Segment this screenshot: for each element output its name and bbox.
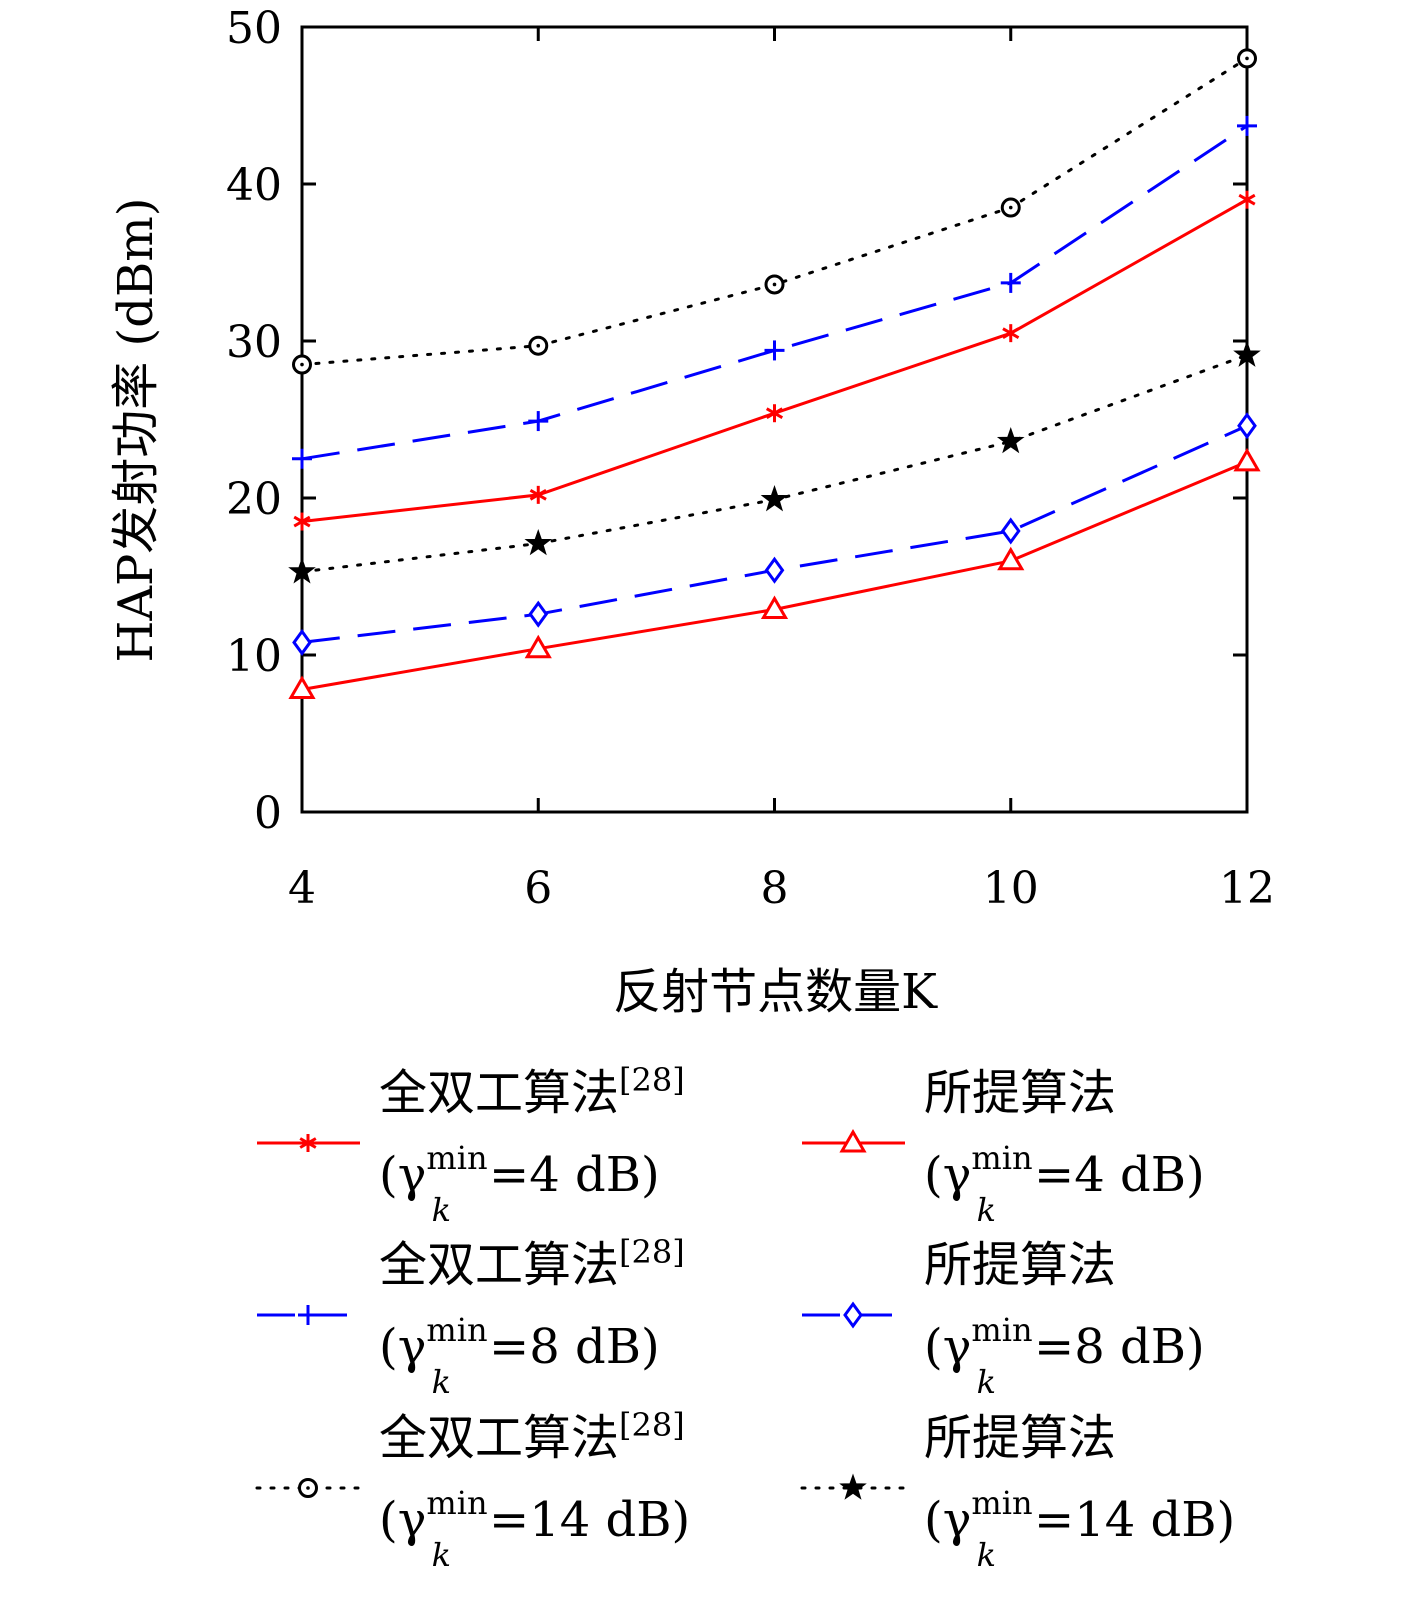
data-point — [760, 485, 789, 512]
data-point — [1238, 190, 1256, 209]
legend-label-main: 所提算法 — [924, 1237, 1116, 1293]
legend-label-condition: (γmin k=14 dB) — [379, 1484, 690, 1574]
series-1 — [288, 447, 1261, 700]
data-point — [996, 426, 1025, 454]
legend-label-main: 全双工算法[28] — [379, 1406, 685, 1466]
legend-label-condition: (γmin k=8 dB) — [924, 1311, 1205, 1401]
series-line — [300, 353, 1249, 574]
legend-label-condition: (γmin k=4 dB) — [924, 1139, 1205, 1229]
legend-marker — [298, 1305, 318, 1325]
data-point — [524, 529, 553, 556]
plot-area: 0 10 20 30 40 50 4 6 8 10 12 — [226, 3, 1275, 914]
data-point — [528, 411, 549, 432]
legend-entry: 全双工算法[28] (γmin k=8 dB) — [257, 1233, 685, 1401]
data-point — [292, 354, 312, 375]
legend-entry: 所提算法 (γmin k=4 dB) — [802, 1065, 1205, 1229]
y-tick-label: 10 — [226, 631, 282, 682]
legend-marker — [299, 1134, 317, 1152]
data-point — [292, 628, 312, 656]
data-point — [1233, 340, 1261, 367]
series-line — [301, 198, 1248, 523]
y-tick-label: 0 — [254, 788, 282, 839]
data-point — [293, 512, 311, 531]
y-tick-label: 20 — [226, 474, 282, 525]
data-point — [288, 675, 316, 700]
legend-marker — [839, 1473, 867, 1500]
data-point — [1000, 272, 1021, 293]
x-axis-label: 反射节点数量K — [613, 964, 938, 1020]
legend-marker — [843, 1301, 863, 1329]
legend-label-condition: (γmin k=14 dB) — [924, 1484, 1235, 1574]
legend-label-condition: (γmin k=4 dB) — [379, 1139, 660, 1229]
data-point — [764, 556, 785, 584]
data-point — [1237, 115, 1257, 136]
legend-label-main: 所提算法 — [924, 1410, 1116, 1466]
legend-entry: 所提算法 (γmin k=14 dB) — [800, 1410, 1235, 1574]
data-point — [528, 600, 549, 628]
data-point — [288, 557, 316, 584]
legend-entry: 全双工算法[28] (γmin k=4 dB) — [257, 1061, 685, 1229]
data-point — [1000, 517, 1021, 545]
data-point — [1002, 324, 1020, 343]
data-point — [760, 595, 789, 619]
data-point — [524, 634, 552, 659]
series-2 — [292, 115, 1257, 469]
data-point — [765, 404, 784, 423]
data-point — [997, 546, 1025, 571]
legend-label-main: 所提算法 — [924, 1065, 1116, 1121]
data-point — [1237, 412, 1257, 440]
series-line — [300, 56, 1249, 367]
legend-label-condition: (γmin k=8 dB) — [379, 1311, 660, 1401]
series-4 — [292, 48, 1257, 375]
y-tick-label: 40 — [226, 160, 282, 211]
legend: 全双工算法[28](γmin k=4 dB)所提算法(γmin k=4 dB)全双工… — [255, 1061, 1235, 1574]
series-0 — [293, 190, 1256, 531]
data-point — [1237, 48, 1257, 69]
x-tick-label: 6 — [524, 863, 552, 914]
legend-entry: 全双工算法[28] (γmin k=14 dB) — [255, 1406, 690, 1574]
legend-label-main: 全双工算法[28] — [379, 1233, 685, 1293]
x-tick-label: 10 — [983, 863, 1039, 914]
data-point — [528, 335, 549, 356]
data-point — [764, 340, 785, 361]
legend-marker — [298, 1478, 318, 1498]
y-tick-label: 30 — [226, 317, 282, 368]
legend-entry: 所提算法 (γmin k=8 dB) — [802, 1237, 1205, 1401]
data-point — [1233, 447, 1261, 472]
data-point — [764, 274, 785, 295]
data-point — [1000, 197, 1021, 218]
x-tick-label: 8 — [761, 863, 789, 914]
x-tick-label: 4 — [288, 863, 316, 914]
series-3 — [292, 412, 1257, 656]
legend-marker — [839, 1129, 867, 1153]
series-5 — [288, 340, 1261, 584]
y-tick-label: 50 — [226, 3, 282, 54]
legend-label-main: 全双工算法[28] — [379, 1061, 685, 1121]
x-tick-label: 12 — [1219, 863, 1275, 914]
data-point — [529, 485, 547, 504]
y-axis-label: HAP发射功率 (dBm) — [108, 197, 164, 662]
data-point — [292, 448, 312, 469]
